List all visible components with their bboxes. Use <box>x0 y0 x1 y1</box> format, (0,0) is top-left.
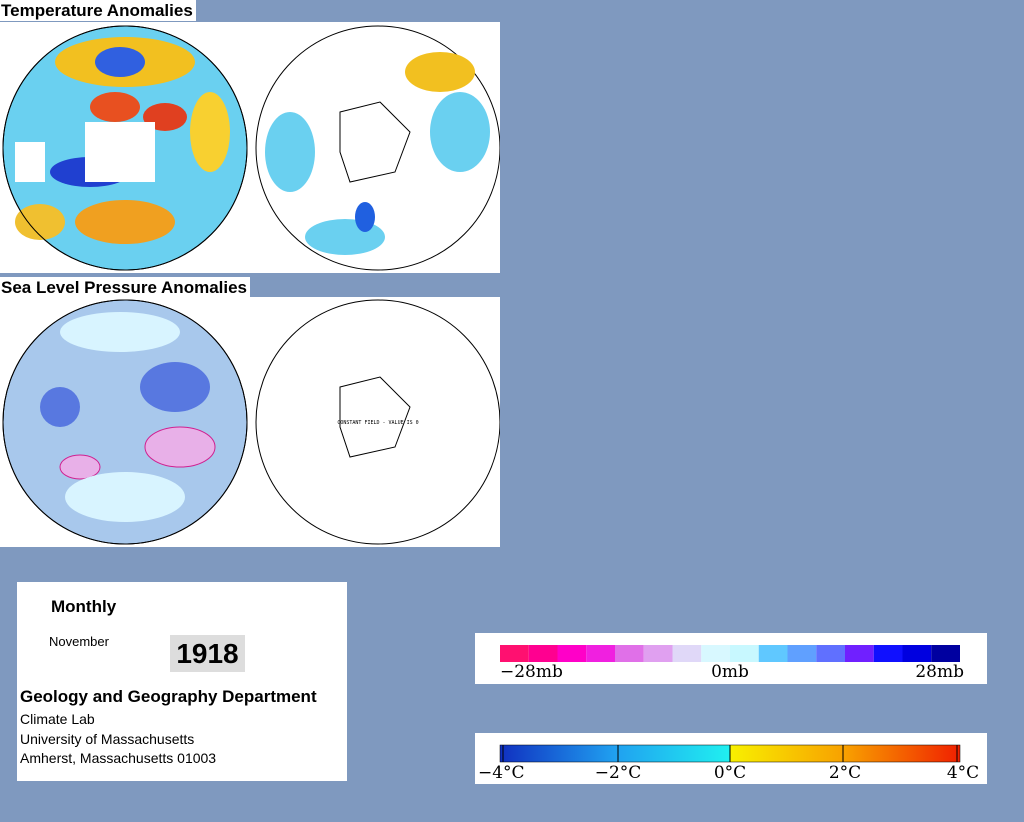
legend-swatch <box>873 645 903 662</box>
legend-label: 2°C <box>829 763 861 783</box>
legend-swatch <box>557 645 587 662</box>
legend-swatch <box>500 645 529 662</box>
legend-swatch <box>528 645 558 662</box>
legend-label: 28mb <box>915 662 964 682</box>
panel-title: Sea Level Pressure Anomalies <box>0 277 251 298</box>
legend-label: 0°C <box>714 763 746 783</box>
legend-swatch <box>643 645 673 662</box>
legend-swatch <box>931 645 960 662</box>
pressure-maps: CONSTANT FIELD - VALUE IS 0 <box>0 297 500 547</box>
pressure-legend: −28mb 0mb 28mb <box>475 633 987 684</box>
legend-swatch <box>730 645 759 662</box>
info-line: Amherst, Massachusetts 01003 <box>20 750 217 766</box>
info-line: Climate Lab <box>20 711 95 727</box>
legend-swatch <box>845 645 874 662</box>
legend-swatch <box>615 645 644 662</box>
legend-swatch <box>672 645 702 662</box>
legend-label: 0mb <box>711 662 749 682</box>
map-note: CONSTANT FIELD - VALUE IS 0 <box>337 420 418 426</box>
legend-swatch <box>586 645 615 662</box>
department: Geology and Geography Department <box>20 687 317 706</box>
legend-swatch <box>701 645 730 662</box>
legend-swatch <box>816 645 845 662</box>
period: Monthly <box>51 597 117 616</box>
legend-label: −2°C <box>595 763 642 783</box>
info-line: University of Massachusetts <box>20 731 195 747</box>
legend-swatch <box>787 645 817 662</box>
legend-label: −4°C <box>478 763 525 783</box>
year: 1918 <box>170 635 245 672</box>
legend-swatch <box>902 645 932 662</box>
temperature-legend: −4°C −2°C 0°C 2°C 4°C <box>475 733 987 784</box>
month: November <box>49 634 109 649</box>
legend-label: 4°C <box>947 763 979 783</box>
legend-label: −28mb <box>500 662 563 682</box>
panel-title: Temperature Anomalies <box>0 0 196 21</box>
info-box: Monthly November 1918 Geology and Geogra… <box>17 582 347 781</box>
legend-swatch <box>758 645 788 662</box>
temperature-maps <box>0 22 500 273</box>
